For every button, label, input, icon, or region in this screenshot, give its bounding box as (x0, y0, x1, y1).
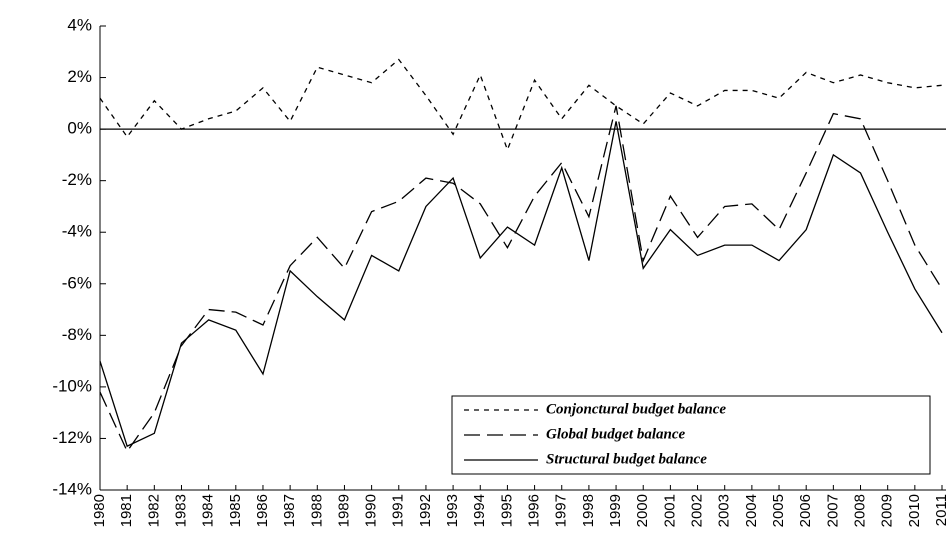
x-tick-label: 2006 (797, 494, 814, 527)
y-tick-label: 2% (67, 67, 92, 86)
y-tick-label: 0% (67, 119, 92, 138)
x-tick-label: 1985 (227, 494, 244, 527)
x-tick-label: 2002 (689, 494, 706, 527)
x-tick-label: 1986 (254, 494, 271, 527)
legend-label: Conjonctural budget balance (546, 401, 726, 417)
legend-label: Global budget balance (546, 426, 686, 442)
x-tick-label: 1995 (498, 494, 515, 527)
x-tick-label: 2009 (879, 494, 896, 527)
y-tick-label: 4% (67, 15, 92, 34)
x-tick-label: 1988 (308, 494, 325, 527)
x-tick-label: 1993 (444, 494, 461, 527)
y-tick-label: -4% (62, 222, 92, 241)
legend-label: Structural budget balance (546, 451, 707, 467)
x-tick-label: 1982 (145, 494, 162, 527)
x-tick-label: 1989 (335, 494, 352, 527)
x-tick-label: 2004 (743, 494, 760, 527)
x-tick-label: 1992 (417, 494, 434, 527)
x-tick-label: 2005 (770, 494, 787, 527)
y-tick-label: -2% (62, 170, 92, 189)
y-tick-label: -8% (62, 325, 92, 344)
x-tick-label: 1990 (363, 494, 380, 527)
x-tick-label: 1984 (200, 494, 217, 527)
x-tick-label: 1998 (580, 494, 597, 527)
x-tick-label: 1980 (91, 494, 108, 527)
series-line (99, 121, 943, 448)
x-tick-label: 1996 (526, 494, 543, 527)
series-line (99, 105, 943, 453)
series-line (99, 58, 943, 152)
x-tick-label: 2003 (716, 494, 733, 527)
x-tick-label: 1994 (471, 494, 488, 527)
y-tick-label: -14% (52, 479, 92, 498)
x-tick-label: 1983 (172, 494, 189, 527)
legend-box (451, 395, 931, 475)
y-tick-label: -6% (62, 273, 92, 292)
x-tick-label: 1991 (390, 494, 407, 527)
y-tick-label: -12% (52, 428, 92, 447)
x-tick-label: 2001 (661, 494, 678, 527)
x-tick-label: 2000 (634, 494, 651, 527)
x-tick-label: 1987 (281, 494, 298, 527)
x-tick-label: 1981 (118, 494, 135, 527)
y-tick-label: -10% (52, 376, 92, 395)
x-tick-label: 2010 (906, 494, 923, 527)
x-tick-label: 1997 (553, 494, 570, 527)
x-tick-label: 2007 (824, 494, 841, 527)
x-tick-label: 2008 (851, 494, 868, 527)
x-tick-label: 1999 (607, 494, 624, 527)
x-tick-label: 2011 (933, 494, 949, 526)
